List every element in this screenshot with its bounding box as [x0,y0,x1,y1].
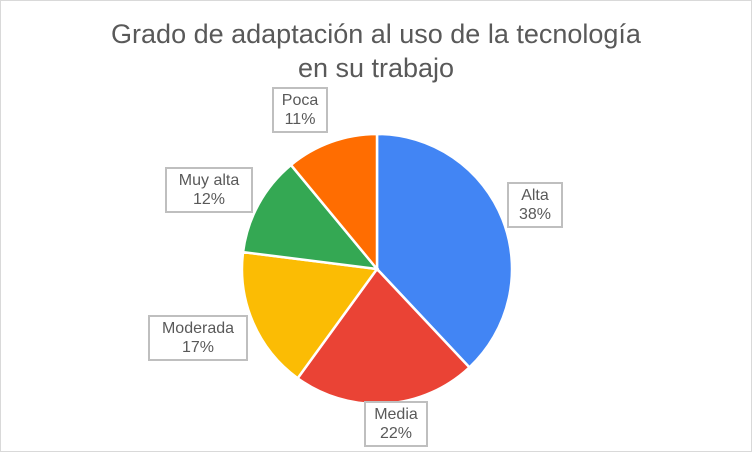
pie-slice-muy-alta [241,163,380,271]
pie-slice-poca [289,132,379,273]
pie-slice-moderada [240,250,380,380]
data-label-muy-alta: Muy alta 12% [165,167,253,213]
data-label-poca: Poca 11% [272,87,328,133]
data-label-media: Media 22% [364,401,428,447]
pie-slice-alta [375,132,514,370]
data-label-alta: Alta 38% [507,182,563,228]
chart-title: Grado de adaptación al uso de la tecnolo… [1,17,751,85]
chart-title-line-1: Grado de adaptación al uso de la tecnolo… [111,19,641,49]
data-label-moderada: Moderada 17% [148,315,248,361]
chart-title-line-2: en su trabajo [297,53,455,83]
